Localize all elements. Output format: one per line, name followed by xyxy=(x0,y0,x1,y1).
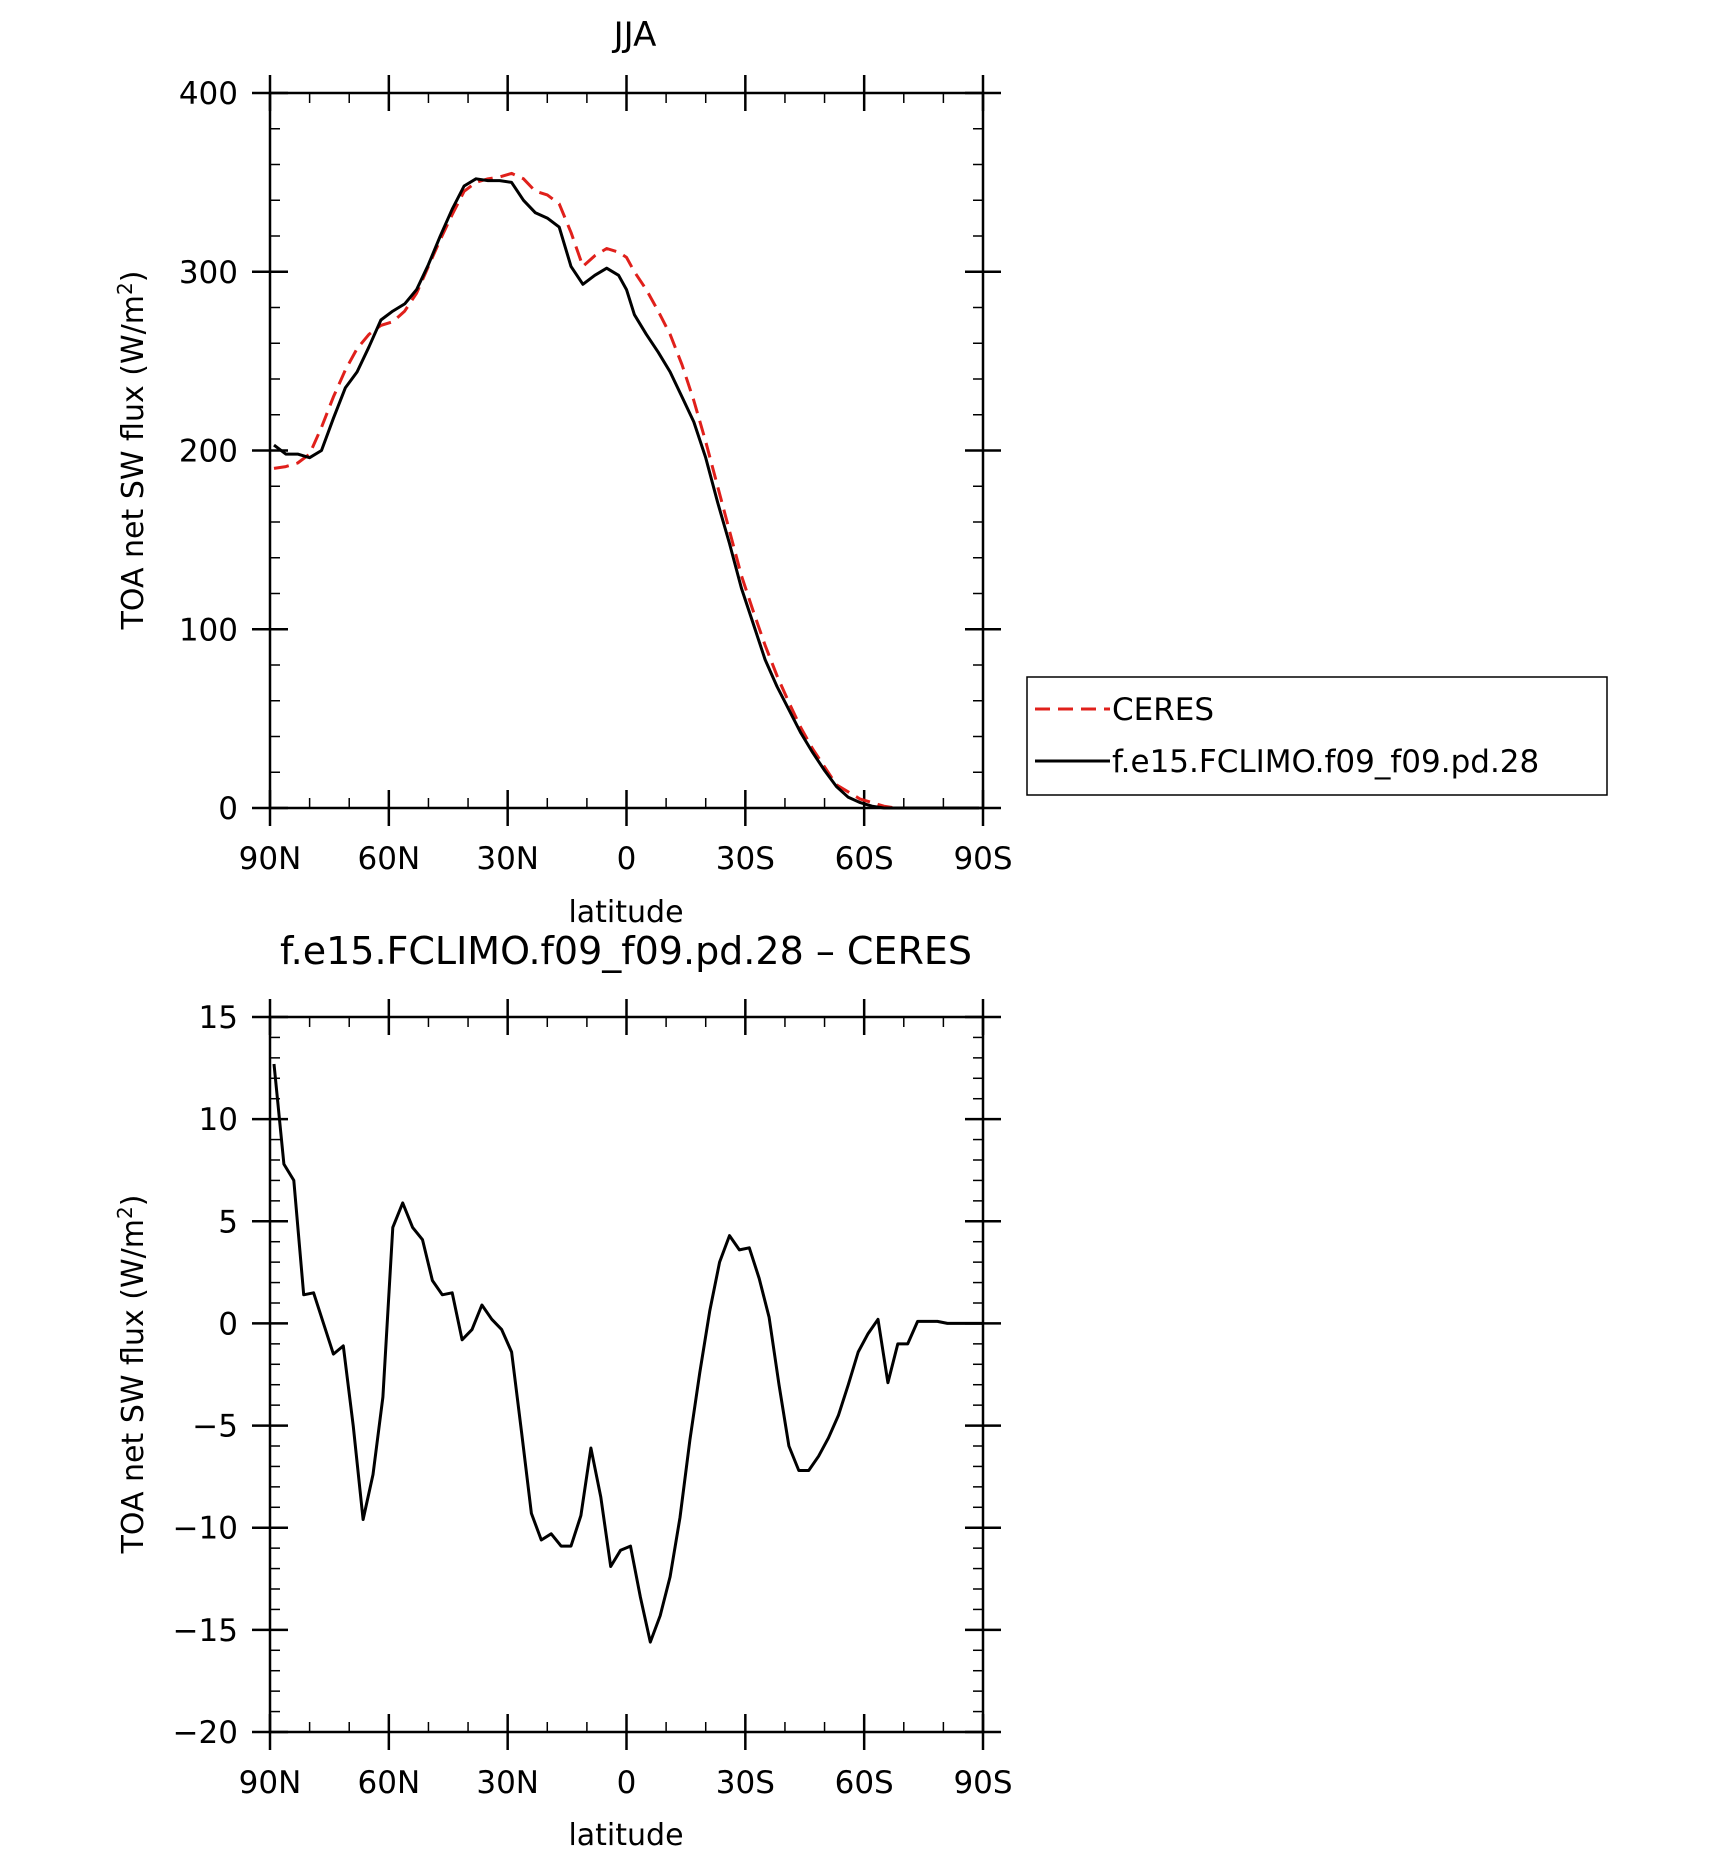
y-axis-label-superscript: 2 xyxy=(113,1206,137,1219)
y-axis-label-text: TOA net SW flux (W/m xyxy=(116,295,151,630)
x-axis-label: latitude xyxy=(568,1818,683,1850)
x-tick-label: 60N xyxy=(358,1765,421,1801)
y-tick-label: 100 xyxy=(179,612,238,648)
y-tick-label: 400 xyxy=(179,76,238,112)
top-panel: JJA 0 100 200 300 400 90N 60N 30N 0 30S 60S 90S la… xyxy=(113,15,1608,930)
legend-box xyxy=(1026,676,1608,796)
chart-title: JJA xyxy=(612,15,657,55)
plot-frame xyxy=(268,1015,985,1734)
series-line-difference xyxy=(272,1063,983,1644)
chart-title: f.e15.FCLIMO.f09_f09.pd.28 – CERES xyxy=(280,929,972,973)
x-axis-label: latitude xyxy=(568,895,683,930)
x-tick-label: 90N xyxy=(239,841,302,877)
x-tick-label: 30N xyxy=(476,841,539,877)
legend-label-model: f.e15.FCLIMO.f09_f09.pd.28 xyxy=(1112,744,1539,780)
y-tick-label: −20 xyxy=(173,1715,238,1751)
y-tick-label: −5 xyxy=(192,1409,238,1445)
x-tick-label: 60S xyxy=(835,841,894,877)
y-tick-label: −10 xyxy=(173,1511,238,1547)
tick-marks xyxy=(252,999,1001,1750)
series-line-f-e15-fclimo-f09-f09-pd-28 xyxy=(273,177,979,810)
legend-label-ceres: CERES xyxy=(1112,692,1214,728)
y-tick-label: 0 xyxy=(218,791,238,827)
y-tick-label: −15 xyxy=(173,1613,238,1649)
x-tick-label: 90S xyxy=(953,1765,1012,1801)
x-tick-label: 30N xyxy=(476,1765,539,1801)
series-line-ceres xyxy=(273,171,979,810)
tick-marks xyxy=(252,75,1001,826)
x-tick-label: 60S xyxy=(835,1765,894,1801)
y-axis-label-close: ) xyxy=(116,1195,151,1207)
x-tick-label: 90N xyxy=(239,1765,302,1801)
y-tick-label: 15 xyxy=(199,1000,238,1036)
plot-frame xyxy=(268,91,985,810)
y-axis-label: TOA net SW flux (W/m2) xyxy=(113,1195,151,1555)
x-tick-label: 60N xyxy=(358,841,421,877)
x-tick-label: 0 xyxy=(617,1765,637,1801)
y-axis-label: TOA net SW flux (W/m2) xyxy=(113,271,151,631)
y-tick-label: 200 xyxy=(179,434,238,470)
y-axis-label-text: TOA net SW flux (W/m xyxy=(116,1219,151,1554)
bottom-panel: f.e15.FCLIMO.f09_f09.pd.28 – CERES −20 −1… xyxy=(113,929,1013,1850)
y-tick-label: 10 xyxy=(199,1102,238,1138)
y-tick-label: 5 xyxy=(218,1204,238,1240)
x-tick-label: 90S xyxy=(953,841,1012,877)
y-axis-label-close: ) xyxy=(116,271,151,283)
x-tick-label: 30S xyxy=(716,841,775,877)
y-axis-label-superscript: 2 xyxy=(113,282,137,295)
x-tick-label: 0 xyxy=(617,841,637,877)
x-tick-label: 30S xyxy=(716,1765,775,1801)
y-tick-label: 0 xyxy=(218,1306,238,1342)
y-tick-label: 300 xyxy=(179,255,238,291)
legend: CERES f.e15.FCLIMO.f09_f09.pd.28 xyxy=(1026,676,1608,796)
